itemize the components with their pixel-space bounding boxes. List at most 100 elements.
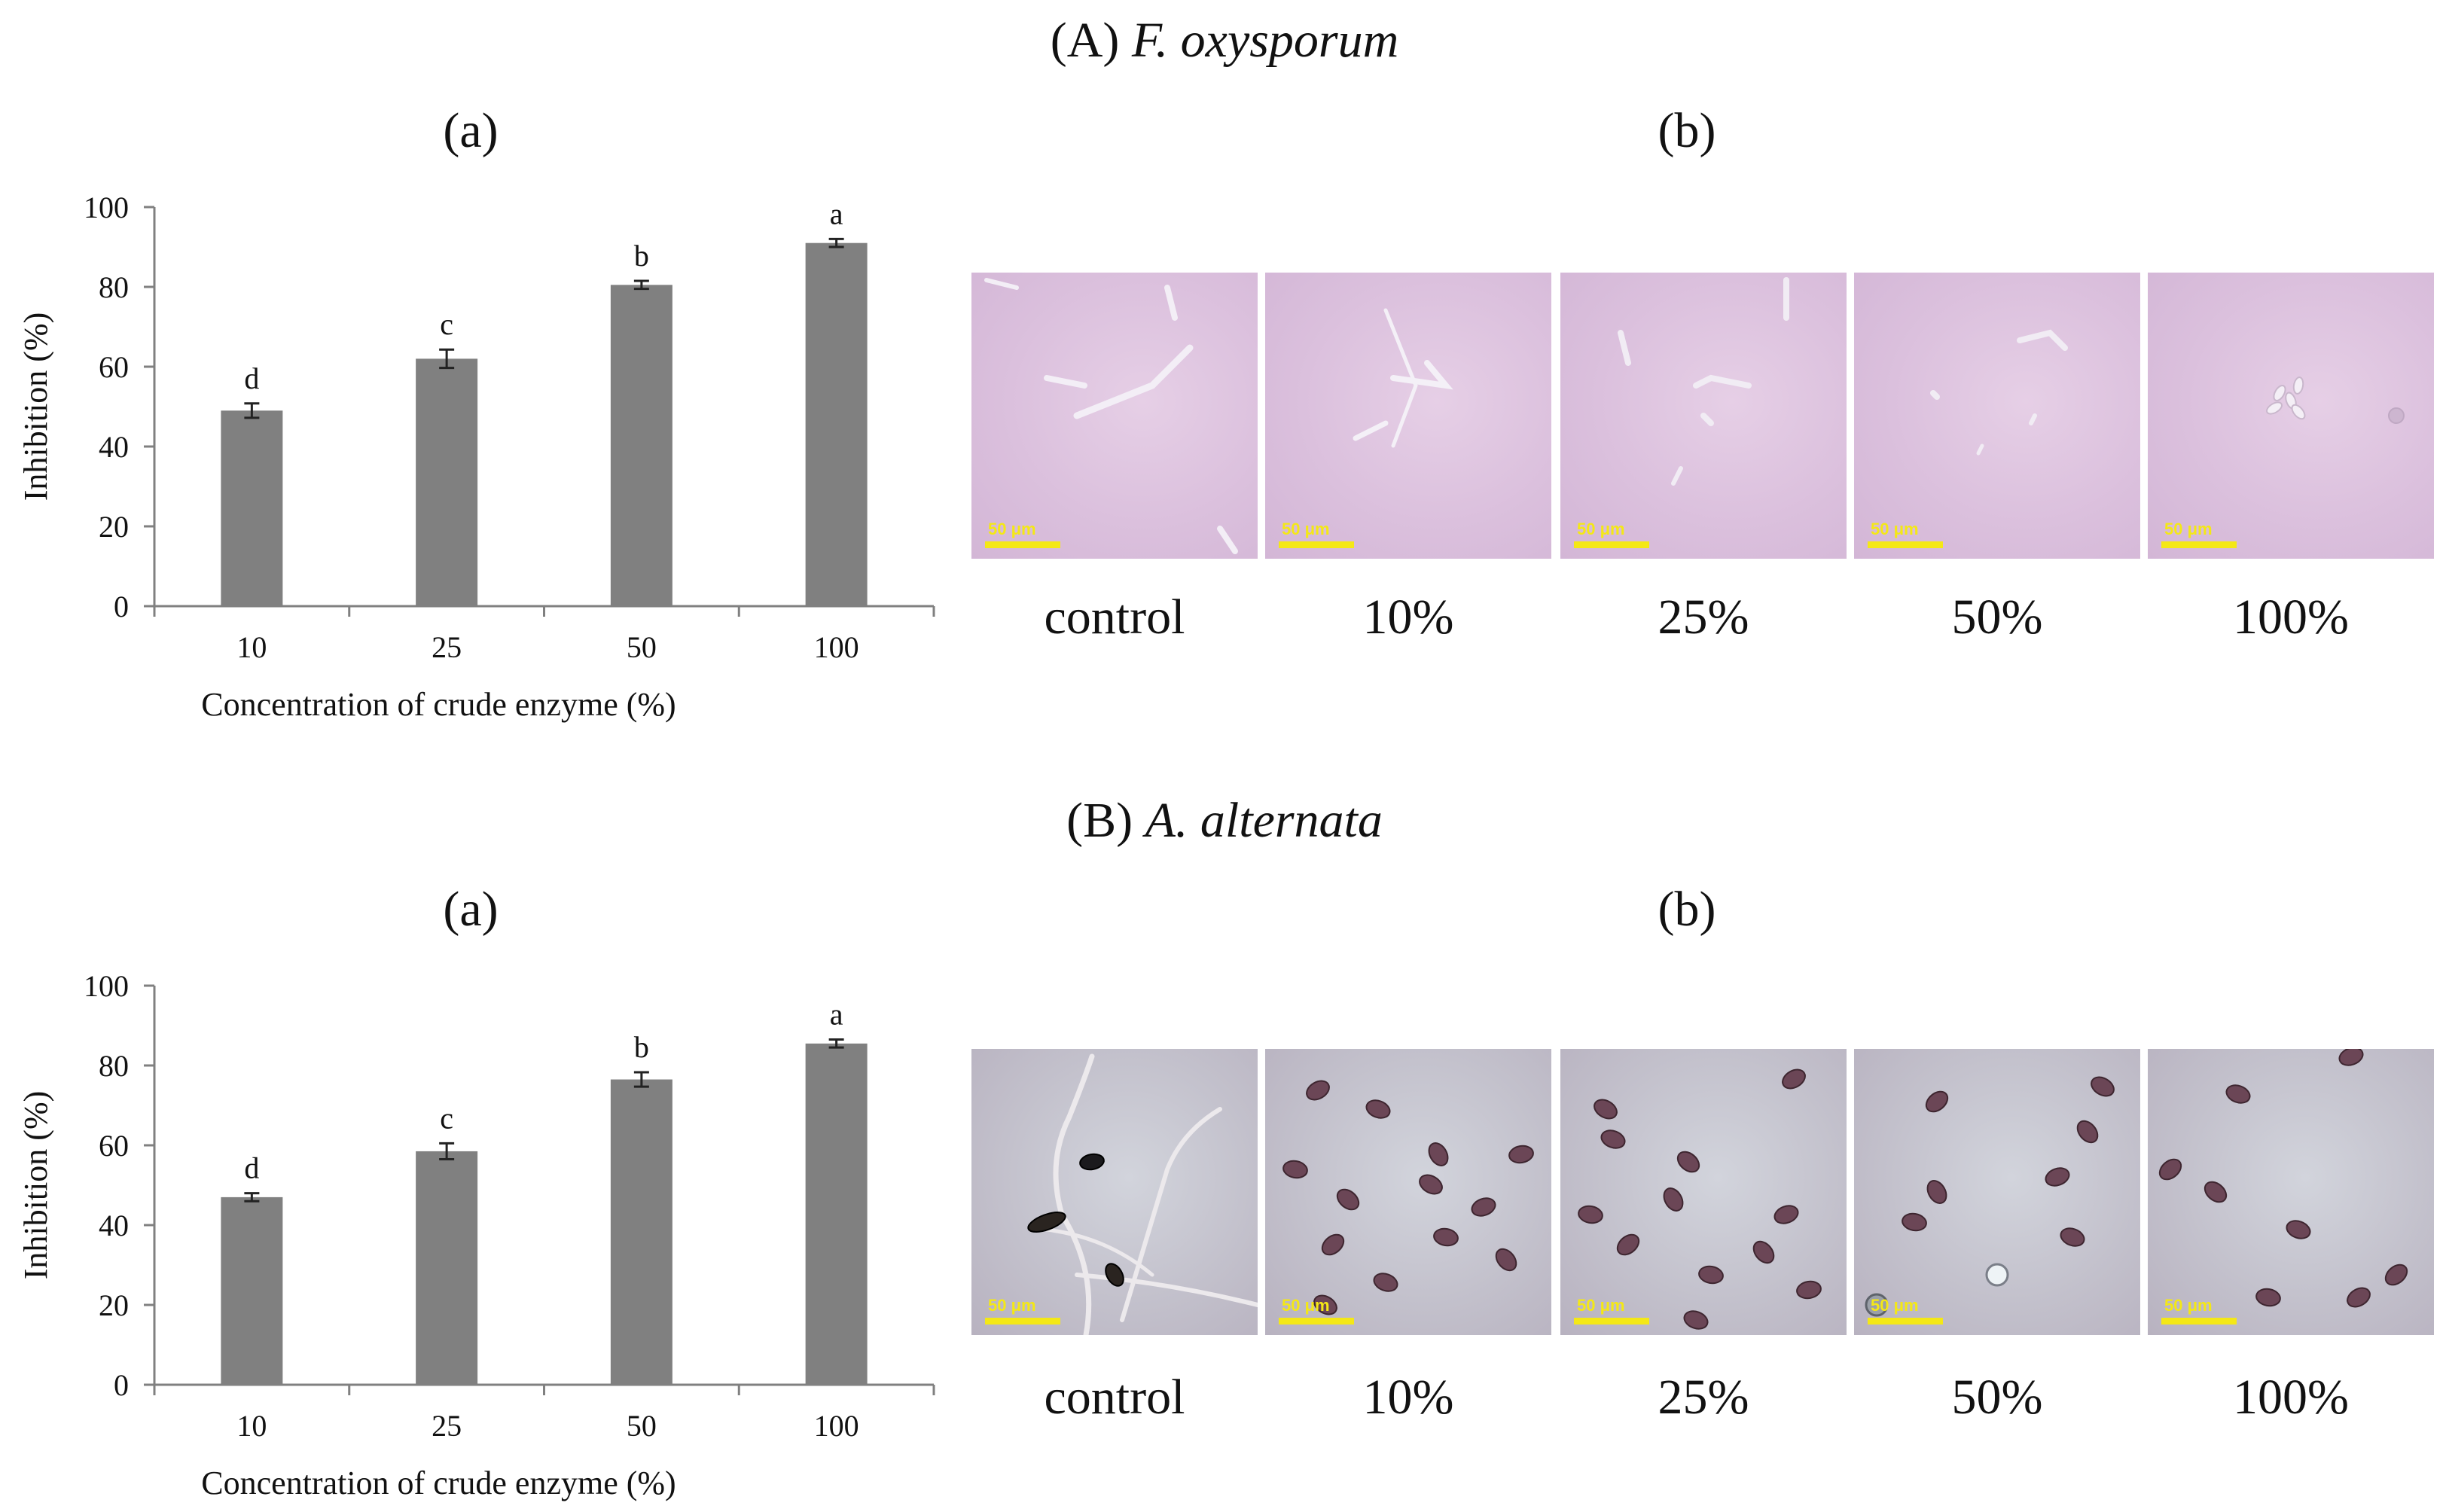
spore-shape bbox=[1313, 1294, 1337, 1315]
micrograph-image: 50 μm bbox=[971, 273, 1258, 559]
bar bbox=[805, 1043, 868, 1385]
scale-bar-label: 50 μm bbox=[1577, 1296, 1625, 1315]
scale-bar-label: 50 μm bbox=[988, 520, 1036, 538]
spore-shape bbox=[2286, 1220, 2311, 1239]
y-tick-label: 100 bbox=[84, 191, 129, 224]
spore-shape bbox=[2091, 1076, 2115, 1097]
spore-shape bbox=[1594, 1099, 1618, 1120]
spore-shape bbox=[1495, 1248, 1517, 1272]
significance-letter: d bbox=[244, 1151, 259, 1185]
spore-shape bbox=[1336, 1188, 1360, 1211]
spore-shape bbox=[2338, 1049, 2364, 1066]
panel-a-label-top: (a) bbox=[443, 103, 499, 158]
significance-letter: d bbox=[244, 361, 259, 395]
spore-shape bbox=[1321, 1233, 1345, 1256]
x-tick-label: 50 bbox=[627, 1409, 657, 1443]
panel-b-label-top: (b) bbox=[1658, 103, 1716, 158]
scale-bar bbox=[1279, 541, 1354, 548]
y-tick-label: 80 bbox=[99, 1049, 129, 1083]
spore-shape bbox=[2291, 404, 2306, 420]
micrograph-image: 50 μm bbox=[1265, 273, 1551, 559]
spore-shape bbox=[2076, 1120, 2099, 1144]
x-tick-label: 10 bbox=[236, 630, 267, 664]
y-tick-label: 0 bbox=[114, 1368, 129, 1402]
scale-bar-label: 50 μm bbox=[1577, 520, 1625, 538]
significance-letter: b bbox=[634, 1030, 649, 1064]
scale-bar-label: 50 μm bbox=[988, 1296, 1036, 1315]
section-a-prefix: (A) bbox=[1050, 13, 1120, 68]
x-tick-label: 25 bbox=[432, 1409, 462, 1443]
y-tick-label: 0 bbox=[114, 590, 129, 623]
scale-bar-label: 50 μm bbox=[1282, 520, 1330, 538]
scale-bar-label: 50 μm bbox=[2164, 1296, 2213, 1315]
bar bbox=[416, 358, 478, 606]
y-tick-label: 60 bbox=[99, 1129, 129, 1163]
x-tick-label: 50 bbox=[627, 630, 657, 664]
inhibition-bar-chart-a: 0 20 40 60 80 100 d 10 c 25 b 50 a 100 Concentration o… bbox=[17, 191, 935, 723]
spore-shape bbox=[1676, 1151, 1700, 1173]
spore-shape bbox=[1600, 1129, 1626, 1149]
inhibition-bar-chart-b: 0 20 40 60 80 100 d 10 c 25 b 50 a 100 Concentration o… bbox=[17, 969, 935, 1501]
significance-letter: a bbox=[830, 998, 843, 1032]
scale-bar bbox=[1574, 541, 1649, 548]
micrograph-illustration bbox=[1282, 1080, 1534, 1315]
spore-shape bbox=[1683, 1310, 1709, 1330]
hypha-shape bbox=[1383, 308, 1418, 448]
section-a-organism: F. oxysporum bbox=[1131, 13, 1399, 68]
bar bbox=[221, 1196, 283, 1385]
micrograph-image: 50 μm bbox=[1854, 273, 2140, 559]
hypha-shape bbox=[1217, 526, 1238, 554]
scale-bar bbox=[985, 541, 1060, 548]
micrograph-image: 50 μm bbox=[2148, 273, 2434, 559]
y-tick-label: 20 bbox=[99, 510, 129, 544]
bar bbox=[805, 242, 868, 606]
spore-shape bbox=[1433, 1227, 1459, 1247]
hypha-shape bbox=[1671, 466, 1683, 486]
scale-bar bbox=[985, 1318, 1060, 1325]
y-axis-title: Inhibition (%) bbox=[17, 312, 54, 501]
micrograph-image: 50 μm bbox=[971, 1049, 1258, 1335]
spore-shape bbox=[1079, 1153, 1105, 1171]
spore-shape bbox=[1616, 1233, 1640, 1256]
micrograph-illustration bbox=[1865, 1076, 2115, 1317]
micrograph-caption: 25% bbox=[1658, 1370, 1749, 1425]
micrograph-illustration bbox=[984, 278, 1238, 554]
y-axis-title: Inhibition (%) bbox=[17, 1091, 54, 1280]
y-tick-label: 80 bbox=[99, 270, 129, 304]
scale-bar bbox=[1279, 1318, 1354, 1325]
spore-shape bbox=[1663, 1187, 1684, 1212]
micrograph-image: 50 μm bbox=[1560, 273, 1847, 559]
scale-bar bbox=[1868, 541, 1943, 548]
spore-shape bbox=[1471, 1197, 1496, 1217]
spore-shape bbox=[1773, 1205, 1799, 1224]
spore-shape bbox=[2347, 1287, 2371, 1308]
hypha-shape bbox=[984, 278, 1019, 290]
micrograph-image: 50 μm bbox=[1854, 1049, 2140, 1335]
x-tick-label: 100 bbox=[814, 1409, 859, 1443]
micrograph-caption: 100% bbox=[2233, 1370, 2349, 1425]
hypha-shape bbox=[2017, 329, 2068, 351]
section-b-prefix: (B) bbox=[1066, 793, 1133, 848]
section-a-title: (A) F. oxysporum bbox=[0, 11, 2449, 71]
spore-shape bbox=[2060, 1227, 2085, 1247]
x-tick-label: 25 bbox=[432, 630, 462, 664]
spore-shape bbox=[2225, 1084, 2251, 1104]
micrograph-illustration bbox=[1930, 329, 2068, 456]
hypha-shape bbox=[1075, 1273, 1258, 1307]
spore-shape bbox=[1365, 1099, 1391, 1119]
x-tick-label: 100 bbox=[814, 630, 859, 664]
micrograph-image: 50 μm bbox=[1560, 1049, 1847, 1335]
significance-letter: a bbox=[830, 197, 843, 230]
y-tick-label: 20 bbox=[99, 1288, 129, 1322]
micrograph-illustration bbox=[2158, 1049, 2408, 1308]
micrograph-illustration bbox=[1353, 308, 1453, 448]
hypha-shape bbox=[1053, 1053, 1095, 1335]
spore-shape bbox=[1419, 1174, 1443, 1195]
y-tick-label: 40 bbox=[99, 1209, 129, 1242]
hypha-shape bbox=[1045, 1227, 1154, 1277]
spore-shape bbox=[1926, 1180, 1947, 1204]
scale-bar-label: 50 μm bbox=[1871, 1296, 1919, 1315]
micrograph-caption: control bbox=[1044, 1370, 1185, 1425]
hypha-shape bbox=[1976, 444, 1984, 456]
x-axis-title: Concentration of crude enzyme (%) bbox=[201, 1465, 676, 1501]
